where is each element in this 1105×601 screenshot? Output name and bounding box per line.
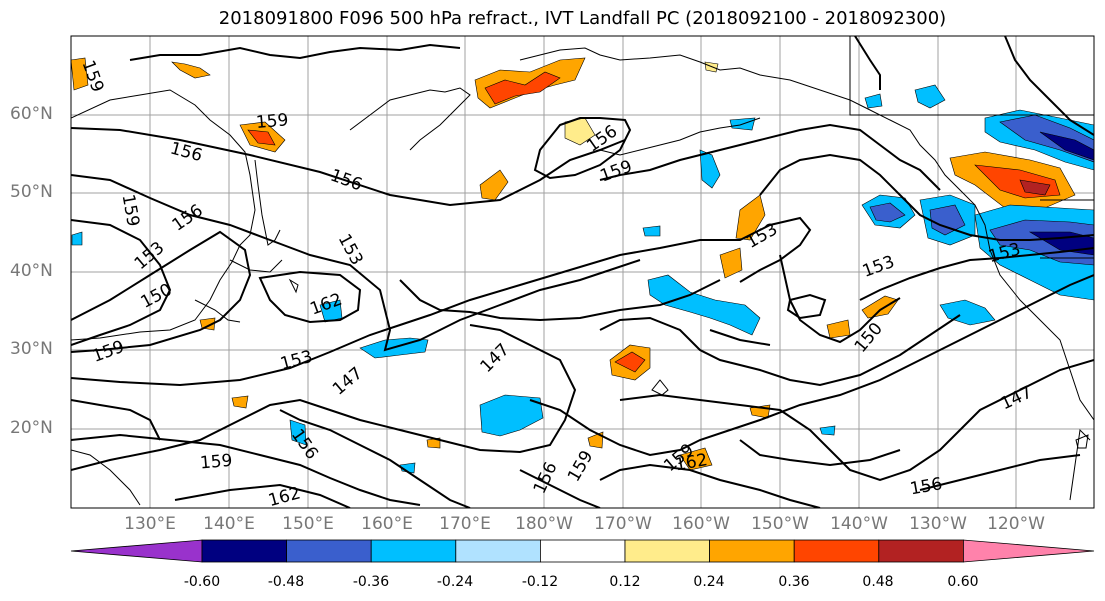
contour-label: 159 <box>78 58 108 95</box>
contour-label: 159 <box>90 337 127 367</box>
lat-label: 60°N <box>10 104 53 124</box>
colorbar-tick-label: 0.60 <box>947 574 979 590</box>
colorbar-tick-label: -0.24 <box>436 574 474 590</box>
colorbar-tick-label: -0.48 <box>267 574 305 590</box>
contour-label: 159 <box>564 447 598 485</box>
colorbar-tick-label: -0.12 <box>521 574 559 590</box>
lat-label: 50°N <box>10 182 53 202</box>
colorbar-segment <box>286 539 372 563</box>
colorbar-tick-label: -0.60 <box>183 574 221 590</box>
contour-label: 147 <box>998 382 1036 414</box>
contour-label: 153 <box>278 347 315 375</box>
colorbar-segment <box>370 539 457 563</box>
contour-label: 156 <box>908 474 943 499</box>
contour-label: 147 <box>329 363 367 399</box>
height-contours <box>71 36 1094 508</box>
map-title: 2018091800 F096 500 hPa refract., IVT La… <box>218 8 947 29</box>
lon-label: 130°E <box>124 514 176 534</box>
contour-label: 156 <box>327 165 364 195</box>
colorbar-extend-low <box>70 539 203 563</box>
lat-label: 40°N <box>10 261 53 281</box>
colorbar-extend-high <box>963 539 1095 563</box>
lon-label: 160°W <box>672 514 730 534</box>
coastlines <box>71 36 1094 506</box>
lon-label: 180°W <box>515 514 573 534</box>
colorbar-segment <box>455 539 541 563</box>
colorbar-segment <box>709 539 795 563</box>
lon-label: 170°W <box>594 514 652 534</box>
contour-label: 162 <box>266 483 303 511</box>
contour-label: 156 <box>169 201 207 236</box>
colorbar-tick-label: 0.36 <box>778 574 810 590</box>
contour-label: 147 <box>477 340 514 377</box>
colorbar-tick-label: 0.12 <box>609 574 641 590</box>
colorbar-tick-label: 0.24 <box>693 574 725 590</box>
colorbar-tick-label: -0.36 <box>352 574 390 590</box>
graticule <box>71 36 1094 508</box>
lon-label: 120°W <box>987 514 1045 534</box>
lon-label: 150°W <box>751 514 809 534</box>
contour-label: 150 <box>851 319 887 357</box>
lat-label: 30°N <box>10 339 53 359</box>
colorbar-segment <box>624 539 710 563</box>
colorbar-tick-label: 0.48 <box>862 574 894 590</box>
lon-label: 130°W <box>909 514 967 534</box>
contour-label: 159 <box>597 157 634 187</box>
map-frame <box>70 35 1095 509</box>
colorbar-segment <box>878 539 964 563</box>
contour-label: 153 <box>131 238 169 274</box>
lon-label: 160°E <box>361 514 413 534</box>
negative-shading <box>71 84 1094 474</box>
lon-label: 140°E <box>203 514 255 534</box>
lon-label: 140°W <box>830 514 888 534</box>
contour-label: 153 <box>860 252 897 282</box>
lon-label: 150°E <box>282 514 334 534</box>
contour-label: 159 <box>199 451 233 474</box>
contour-label: 156 <box>168 138 205 166</box>
colorbar-segment <box>793 539 880 563</box>
lat-label: 20°N <box>10 418 53 438</box>
colorbar-segment <box>201 539 287 563</box>
positive-shading <box>71 57 1076 471</box>
contour-label: 159 <box>255 110 289 133</box>
contour-label: 156 <box>530 459 562 497</box>
lon-label: 170°E <box>439 514 491 534</box>
contour-label: 159 <box>118 193 143 228</box>
colorbar <box>70 539 1095 563</box>
contour-label: 150 <box>138 280 176 313</box>
colorbar-segment <box>540 539 626 563</box>
